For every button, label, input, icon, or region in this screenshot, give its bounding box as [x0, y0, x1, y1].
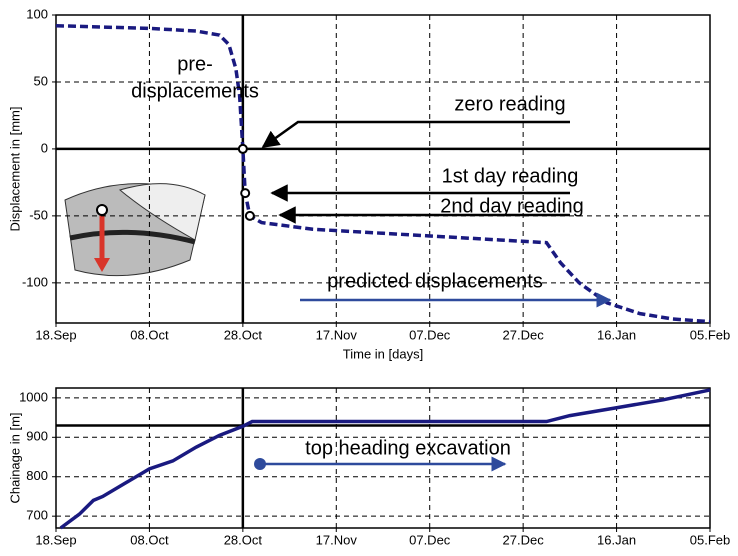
y-tick-label: 1000 — [19, 389, 48, 404]
annotation: 1st day reading — [442, 165, 579, 187]
y-tick-label: 900 — [26, 429, 48, 444]
y-tick-label: -100 — [22, 274, 48, 289]
tunnel-icon — [65, 184, 205, 276]
x-tick-label: 07.Dec — [409, 532, 451, 547]
y-tick-label: 800 — [26, 468, 48, 483]
x-tick-label: 17.Nov — [316, 532, 358, 547]
x-tick-label: 28.Oct — [224, 532, 263, 547]
annotation: top heading excavation — [305, 437, 511, 459]
y-tick-label: -50 — [29, 207, 48, 222]
annotation: zero reading — [454, 93, 565, 115]
x-tick-label: 16.Jan — [597, 327, 636, 342]
annotation: displacements — [131, 80, 259, 102]
x-tick-label: 18.Sep — [35, 327, 76, 342]
x-axis-label: Time in [days] — [343, 346, 423, 361]
annotation: pre- — [177, 53, 213, 75]
y-axis-label: Chainage in [m] — [7, 412, 22, 503]
x-tick-label: 08.Oct — [130, 327, 169, 342]
chart: 100 50 0 -50 -100 18.Sep 08.Oct 28.Oct 17.Nov 07.… — [0, 0, 738, 551]
x-tick-label: 27.Dec — [503, 327, 545, 342]
x-tick-label: 27.Dec — [503, 532, 545, 547]
reading-marker — [246, 212, 254, 220]
reading-marker — [239, 145, 247, 153]
y-tick-label: 50 — [34, 73, 48, 88]
x-tick-label: 28.Oct — [224, 327, 263, 342]
x-tick-label: 05.Feb — [690, 327, 730, 342]
x-tick-label: 05.Feb — [690, 532, 730, 547]
start-dot — [254, 458, 266, 470]
x-tick-label: 16.Jan — [597, 532, 636, 547]
annotation: predicted displacements — [327, 270, 543, 292]
y-tick-label: 700 — [26, 508, 48, 523]
x-tick-label: 08.Oct — [130, 532, 169, 547]
x-tick-label: 18.Sep — [35, 532, 76, 547]
reading-marker — [241, 189, 249, 197]
x-tick-label: 07.Dec — [409, 327, 451, 342]
x-tick-label: 17.Nov — [316, 327, 358, 342]
y-axis-label: Displacement in [mm] — [7, 107, 22, 232]
y-tick-label: 100 — [26, 6, 48, 21]
annotation-arrow — [263, 122, 570, 147]
annotation: 2nd day reading — [440, 195, 583, 217]
y-tick-label: 0 — [41, 140, 48, 155]
